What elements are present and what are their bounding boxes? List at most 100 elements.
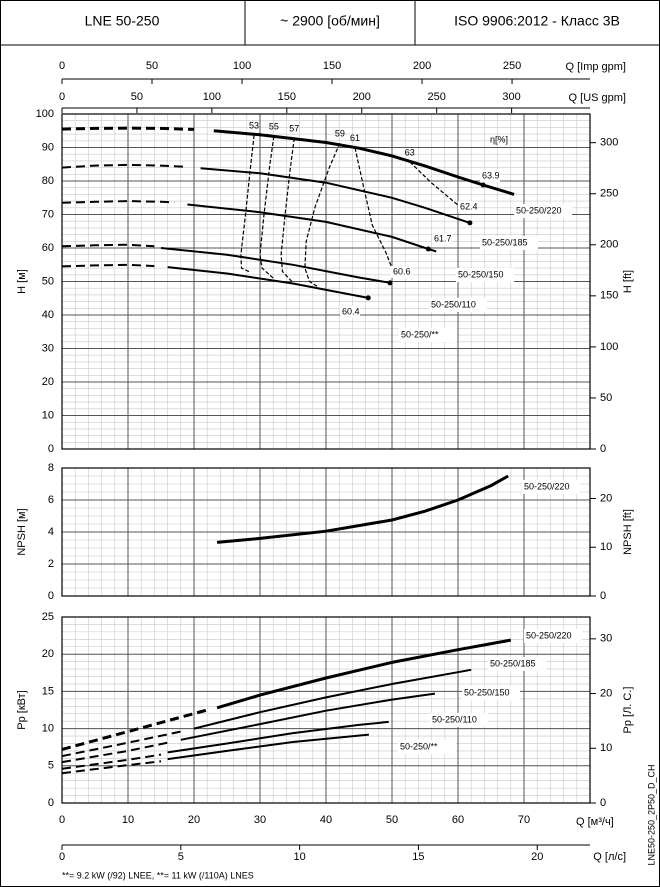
model: LNE 50-250	[85, 13, 160, 29]
axis-tick-label: 150	[278, 91, 296, 103]
y-tick-label: 90	[42, 141, 54, 153]
axis-tick-label: 10	[293, 851, 305, 863]
y2-tick-label: 10	[600, 742, 612, 754]
bep-point	[365, 295, 371, 301]
y-axis-label: Pp [кВт]	[16, 690, 28, 729]
y-tick-label: 2	[48, 558, 54, 570]
axis-tick-label: 250	[503, 60, 521, 72]
y2-tick-label: 250	[600, 188, 618, 200]
curve	[216, 474, 509, 544]
curve-dashed	[61, 163, 188, 169]
axis-label: Q [л/с]	[593, 851, 626, 863]
y-tick-label: 30	[42, 342, 54, 354]
curve-label: 50-250/**	[400, 741, 438, 751]
y-tick-label: 20	[42, 376, 54, 388]
curve-label: 50-250/220	[524, 481, 570, 491]
curve	[213, 129, 515, 196]
axis-tick-label: 0	[59, 60, 65, 72]
y2-tick-label: 20	[600, 492, 612, 504]
y-tick-label: 0	[48, 443, 54, 455]
axis-tick-label: 50	[131, 91, 143, 103]
y-tick-label: 5	[48, 760, 54, 772]
plot-frame	[61, 113, 591, 450]
label-bg	[340, 306, 360, 318]
label-bg	[398, 740, 456, 754]
y2-tick-label: 0	[600, 797, 606, 809]
axis-tick-label: 5	[178, 851, 184, 863]
label-bg	[458, 201, 478, 213]
y-axis-label: H [м]	[16, 269, 28, 294]
y-tick-label: 10	[42, 723, 54, 735]
efficiency-label: 59	[335, 129, 345, 139]
y-tick-label: 0	[48, 797, 54, 809]
y2-tick-label: 20	[600, 687, 612, 699]
curve-dashed	[61, 760, 162, 775]
curve-dashed	[61, 263, 155, 268]
y2-axis-label: NPSH [ft]	[622, 509, 634, 555]
label-bg	[488, 657, 546, 671]
y-tick-label: 100	[36, 108, 54, 120]
curve-label: 50-250/150	[464, 687, 510, 697]
axis-tick-label: 15	[412, 851, 424, 863]
label-bg	[524, 629, 582, 643]
y2-tick-label: 100	[600, 341, 618, 353]
axis-tick-label: 50	[146, 60, 158, 72]
efficiency-curve	[240, 135, 255, 273]
y-tick-label: 40	[42, 309, 54, 321]
standard: ISO 9906:2012 - Класс 3В	[454, 13, 620, 29]
axis-tick-label: 300	[502, 91, 520, 103]
curve	[216, 638, 512, 710]
curve-dashed	[61, 243, 155, 248]
x-tick-label: 50	[386, 814, 398, 826]
y-tick-label: 8	[48, 462, 54, 474]
curve-label: 50-250/220	[526, 630, 572, 640]
curve-label: 50-250/110	[431, 299, 476, 309]
axis-tick-label: 100	[233, 60, 251, 72]
x-tick-label: 30	[254, 814, 266, 826]
efficiency-curve	[259, 136, 275, 279]
y2-tick-label: 0	[600, 590, 606, 602]
efficiency-label: 57	[289, 123, 299, 133]
curve-label: 50-250/185	[482, 237, 528, 247]
efficiency-curve	[304, 142, 341, 288]
axis-tick-label: 200	[353, 91, 371, 103]
y-tick-label: 4	[48, 526, 54, 538]
label-bg	[462, 686, 520, 700]
axis-tick-label: 100	[203, 91, 221, 103]
axis-tick-label: 0	[59, 91, 65, 103]
y2-tick-label: 150	[600, 290, 618, 302]
x-tick-label: 70	[518, 814, 530, 826]
label-bg	[430, 713, 488, 727]
plot-frame	[61, 467, 591, 597]
axis-tick-label: 150	[323, 60, 341, 72]
curve-label: 50-250/**	[401, 329, 439, 339]
curve	[193, 668, 472, 730]
curve-label: 50-250/185	[490, 658, 536, 668]
x-tick-label: 20	[188, 814, 200, 826]
y-tick-label: 15	[42, 685, 54, 697]
y2-tick-label: 50	[600, 392, 612, 404]
curve-dashed	[61, 126, 195, 131]
y-tick-label: 80	[42, 175, 54, 187]
label-bg	[432, 233, 452, 245]
bep-point	[425, 246, 431, 252]
y-tick-label: 60	[42, 242, 54, 254]
bep-efficiency: 62.4	[460, 201, 478, 211]
axis-tick-label: 20	[531, 851, 543, 863]
axis-label: Q [Imp gpm]	[565, 61, 626, 73]
y-tick-label: 20	[42, 648, 54, 660]
plot-frame	[61, 616, 591, 804]
x-tick-label: 60	[452, 814, 464, 826]
label-bg	[514, 204, 572, 218]
label-bg	[456, 268, 514, 282]
curve-dashed	[61, 753, 162, 770]
efficiency-label: 63	[405, 147, 415, 157]
label-bg	[522, 480, 580, 494]
y2-axis-label: Pp [Л. С.]	[622, 687, 634, 734]
axis-tick-label: 250	[428, 91, 446, 103]
drawing-code: LNE50-250_2P50_D_CH	[646, 764, 656, 865]
y-tick-label: 50	[42, 275, 54, 287]
label-bg	[399, 328, 457, 342]
curve	[167, 720, 389, 754]
